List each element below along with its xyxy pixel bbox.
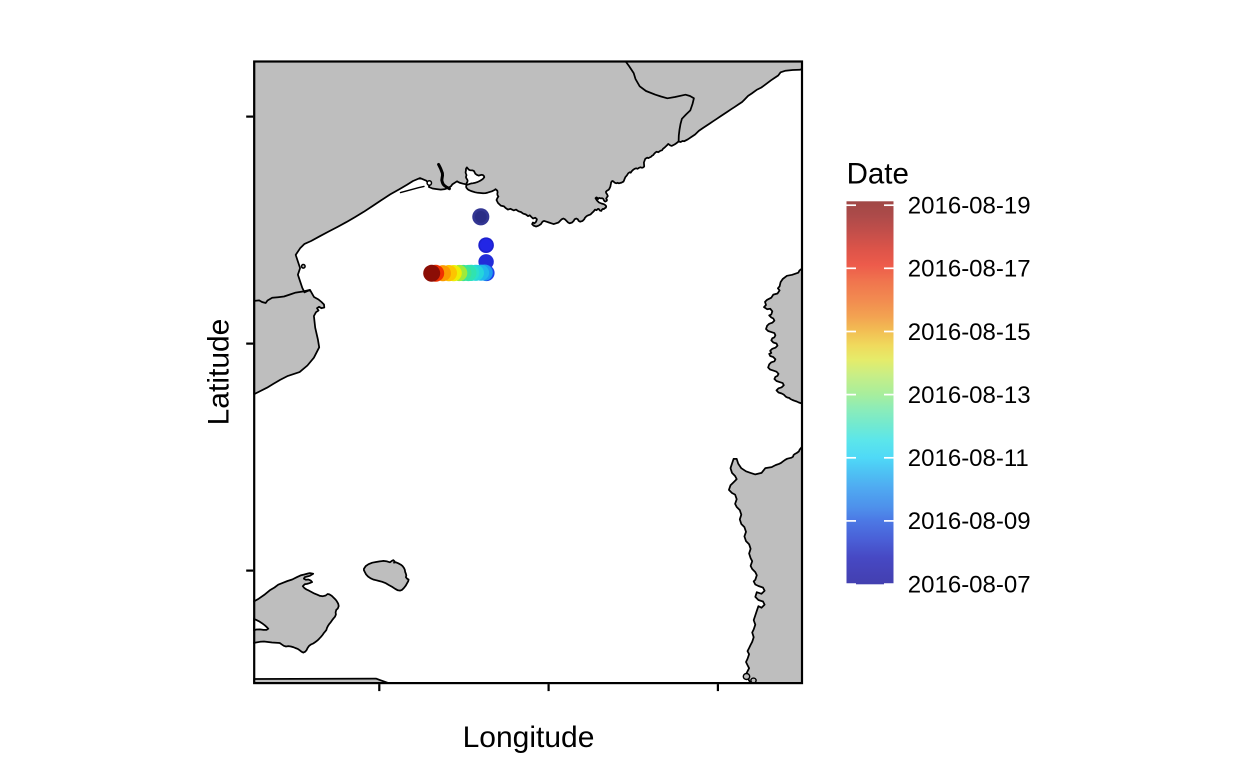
svg-text:2016-08-13: 2016-08-13 bbox=[908, 382, 1031, 409]
svg-text:2016-08-11: 2016-08-11 bbox=[908, 445, 1029, 472]
svg-text:Longitude: Longitude bbox=[463, 721, 595, 754]
svg-text:2016-08-15: 2016-08-15 bbox=[908, 319, 1031, 346]
svg-text:Date: Date bbox=[847, 157, 909, 190]
svg-text:2016-08-07: 2016-08-07 bbox=[908, 571, 1031, 598]
svg-text:2016-08-19: 2016-08-19 bbox=[908, 193, 1031, 220]
svg-text:2016-08-17: 2016-08-17 bbox=[908, 256, 1031, 283]
svg-text:2016-08-09: 2016-08-09 bbox=[908, 508, 1031, 535]
svg-text:Latitude: Latitude bbox=[203, 319, 236, 426]
